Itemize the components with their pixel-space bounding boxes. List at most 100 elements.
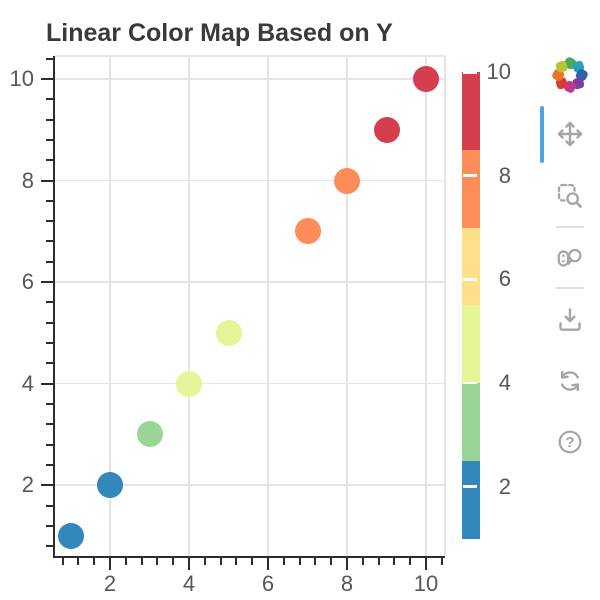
x-tick-label: 6: [261, 571, 275, 596]
colorbar-band: [462, 460, 480, 539]
x-gridline: [425, 56, 427, 556]
y-minor-tick: [46, 159, 53, 162]
y-minor-tick: [46, 321, 53, 324]
save-tool-button[interactable]: [552, 302, 588, 338]
y-minor-tick: [46, 199, 53, 202]
data-point: [57, 523, 84, 549]
wheel-zoom-tool-button[interactable]: [552, 240, 588, 276]
x-major-tick: [346, 558, 348, 570]
x-major-tick: [425, 558, 427, 570]
y-minor-tick: [46, 240, 53, 243]
x-minor-tick: [203, 558, 206, 565]
y-minor-tick: [46, 402, 53, 405]
colorbar-tick-label: 4: [498, 370, 511, 395]
y-major-tick: [41, 77, 53, 80]
colorbar-tick-label: 2: [498, 473, 511, 499]
data-point: [373, 116, 400, 143]
y-minor-tick: [46, 443, 53, 446]
x-tick-label: 4: [182, 571, 196, 596]
y-gridline: [55, 78, 445, 80]
y-tick-label: 10: [9, 65, 34, 91]
x-minor-tick: [235, 558, 238, 565]
y-gridline: [55, 382, 445, 385]
x-major-tick: [109, 558, 111, 570]
y-minor-tick: [46, 362, 53, 365]
x-minor-tick: [61, 558, 64, 565]
data-point: [413, 65, 439, 92]
data-point: [294, 218, 321, 245]
y-minor-tick: [46, 524, 53, 527]
y-minor-tick: [46, 220, 53, 223]
y-minor-tick: [46, 138, 53, 141]
refresh-icon: [561, 370, 579, 392]
x-minor-tick: [440, 558, 443, 565]
y-gridline: [55, 281, 445, 283]
x-minor-tick: [172, 558, 175, 565]
x-minor-tick: [156, 558, 159, 565]
colorbar-tick: [463, 278, 477, 281]
toolbar-divider: [556, 287, 584, 289]
y-major-tick: [41, 281, 53, 284]
x-minor-tick: [377, 558, 380, 565]
box-zoom-tool-button[interactable]: [552, 178, 588, 214]
y-major-tick: [41, 382, 53, 385]
y-minor-tick: [46, 260, 53, 263]
x-minor-tick: [361, 558, 364, 565]
colorbar-band: [462, 383, 480, 461]
frame-outline-top: [55, 55, 445, 57]
x-minor-tick: [298, 558, 301, 565]
colorbar-band: [462, 227, 480, 306]
y-tick-label: 2: [21, 472, 34, 498]
svg-text:?: ?: [565, 434, 574, 451]
pan-tool-button[interactable]: [552, 116, 588, 152]
y-tick-label: 4: [21, 370, 34, 396]
bokeh-logo[interactable]: [550, 55, 590, 95]
x-tick-label: 2: [103, 571, 117, 596]
y-minor-tick: [46, 463, 53, 466]
data-point: [136, 421, 163, 448]
colorbar-tick-label: 6: [498, 266, 511, 292]
toolbar-divider: [556, 225, 584, 228]
colorbar-band: [462, 149, 480, 228]
data-point: [215, 319, 242, 346]
y-minor-tick: [46, 545, 53, 548]
x-major-tick: [188, 558, 190, 570]
x-minor-tick: [330, 558, 333, 565]
frame-outline-right: [444, 56, 446, 556]
x-minor-tick: [314, 558, 317, 565]
colorbar-tick: [463, 485, 477, 488]
x-tick-label: 10: [413, 571, 439, 596]
plot-title: Linear Color Map Based on Y: [46, 19, 393, 47]
x-axis-line: [53, 556, 445, 558]
x-minor-tick: [140, 558, 143, 565]
y-gridline: [55, 484, 445, 486]
y-minor-tick: [46, 118, 53, 121]
colorbar-tick-label: 10: [486, 59, 511, 84]
y-tick-label: 6: [21, 269, 34, 295]
x-major-tick: [267, 558, 269, 570]
x-minor-tick: [409, 558, 412, 565]
colorbar-band: [462, 305, 480, 383]
reset-tool-button[interactable]: [552, 363, 588, 399]
x-minor-tick: [282, 558, 285, 565]
y-minor-tick: [46, 301, 53, 304]
x-gridline: [188, 56, 190, 556]
x-minor-tick: [93, 558, 96, 565]
x-minor-tick: [219, 558, 222, 565]
x-minor-tick: [393, 558, 396, 565]
x-tick-label: 8: [340, 571, 354, 596]
y-minor-tick: [46, 423, 53, 426]
colorbar-band: [462, 72, 480, 150]
box-zoom-icon: [557, 183, 582, 208]
help-tool-button[interactable]: ?: [552, 424, 588, 460]
y-axis-line: [53, 56, 55, 558]
data-point: [334, 167, 360, 194]
download-icon: [559, 308, 581, 331]
data-point: [97, 472, 123, 499]
y-gridline: [55, 179, 445, 182]
x-minor-tick: [251, 558, 254, 565]
data-point: [176, 370, 202, 397]
